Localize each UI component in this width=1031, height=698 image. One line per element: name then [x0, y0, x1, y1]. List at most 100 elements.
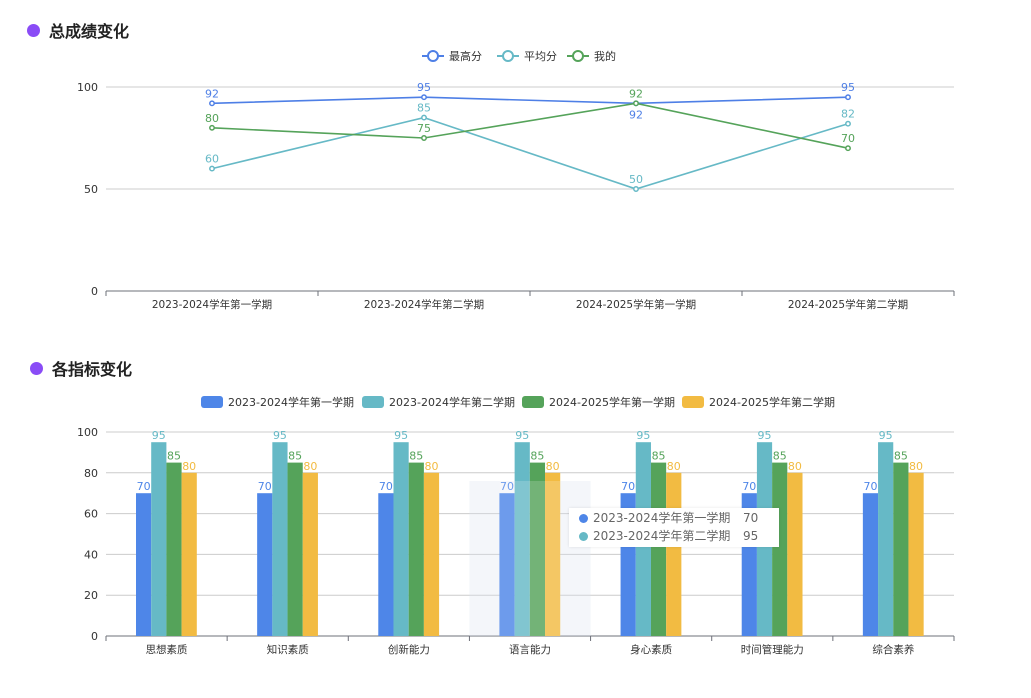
series-dot-icon: [579, 513, 588, 523]
data-label: 70: [742, 480, 756, 493]
data-label: 95: [515, 429, 529, 442]
bar: [908, 472, 924, 636]
legend-label: 我的: [594, 49, 616, 63]
data-label: 85: [652, 450, 666, 463]
data-label: 70: [379, 480, 393, 493]
data-label: 80: [788, 460, 802, 473]
legend-label: 平均分: [524, 50, 557, 63]
data-label: 85: [288, 450, 302, 463]
bar: [650, 462, 667, 636]
y-tick-label: 100: [77, 426, 98, 439]
data-label: 80: [424, 460, 438, 473]
data-label: 80: [303, 460, 317, 473]
data-label: 80: [909, 460, 923, 473]
data-label: 95: [841, 81, 855, 94]
data-label: 95: [879, 429, 893, 442]
series-line-1: [211, 116, 849, 190]
tooltip: 2023-2024学年第一学期 70 2023-2024学年第二学期 95: [569, 508, 779, 547]
data-label: 70: [258, 480, 272, 493]
data-point: [421, 114, 427, 121]
data-label: 85: [530, 450, 544, 463]
data-label: 60: [205, 153, 219, 166]
data-label: 95: [417, 81, 431, 94]
bar: [272, 442, 288, 636]
bullet-icon: [27, 23, 40, 37]
data-label: 85: [773, 450, 787, 463]
data-label: 70: [137, 480, 151, 493]
x-tick-label: 2024-2025学年第一学期: [576, 298, 696, 311]
data-point: [209, 100, 215, 107]
bar: [257, 493, 273, 636]
data-label: 82: [841, 108, 855, 121]
bar: [151, 442, 167, 636]
data-label: 95: [758, 429, 772, 442]
legend-label: 2024-2025学年第二学期: [709, 395, 835, 409]
bar: [514, 442, 530, 636]
data-point: [845, 145, 851, 152]
bar: [499, 493, 515, 636]
data-label: 85: [409, 450, 423, 463]
bar: [287, 462, 303, 636]
legend-swatch-icon: [682, 396, 704, 408]
section-title-total: 总成绩变化: [27, 18, 129, 42]
bar: [878, 442, 894, 636]
bar: [181, 472, 197, 636]
bar: [136, 493, 152, 636]
bar: [529, 462, 546, 636]
series-dot-icon: [579, 531, 588, 541]
tooltip-label: 2023-2024学年第一学期: [593, 511, 731, 525]
x-tick-label: 时间管理能力: [741, 643, 804, 656]
x-tick-label: 知识素质: [267, 643, 309, 656]
bar: [166, 462, 182, 636]
data-label: 95: [273, 429, 287, 442]
legend-marker-icon: [572, 50, 584, 62]
data-label: 50: [629, 173, 643, 186]
series-line-2: [211, 102, 849, 149]
bar: [862, 493, 879, 636]
data-point: [421, 94, 427, 101]
x-tick-label: 2023-2024学年第二学期: [364, 298, 484, 311]
bar: [545, 472, 561, 636]
data-label: 70: [500, 480, 514, 493]
data-point: [633, 186, 639, 192]
legend-label: 最高分: [449, 49, 482, 63]
hover-highlight: [499, 481, 561, 636]
tooltip-value: 70: [743, 511, 759, 525]
data-label: 92: [629, 87, 643, 100]
bullet-icon: [30, 361, 43, 375]
data-label: 92: [629, 108, 643, 121]
y-tick-label: 0: [91, 285, 98, 298]
bar: [893, 462, 909, 636]
series-line-0: [211, 96, 849, 105]
legend-swatch-icon: [362, 396, 384, 408]
bar: [772, 462, 788, 636]
x-tick-label: 思想素质: [146, 643, 188, 656]
bar: [787, 472, 803, 636]
bar: [378, 493, 394, 636]
legend-label: 2024-2025学年第一学期: [549, 395, 675, 409]
bar: [408, 462, 424, 636]
data-point: [845, 94, 851, 101]
legend-marker-icon: [502, 50, 514, 62]
y-tick-label: 20: [84, 589, 98, 602]
x-tick-label: 2023-2024学年第一学期: [152, 298, 272, 311]
x-tick-label: 综合素养: [872, 643, 914, 656]
tooltip-label: 2023-2024学年第二学期: [593, 529, 731, 543]
y-tick-label: 60: [84, 508, 98, 521]
data-point: [209, 124, 215, 131]
y-tick-label: 50: [84, 183, 98, 196]
data-label: 80: [546, 460, 560, 473]
data-point: [633, 100, 639, 107]
tooltip-value: 95: [743, 529, 759, 543]
bar: [302, 472, 318, 636]
x-tick-label: 2024-2025学年第二学期: [788, 298, 908, 311]
bar: [423, 472, 440, 636]
y-tick-label: 40: [84, 548, 98, 561]
y-tick-label: 0: [91, 630, 98, 643]
x-tick-label: 语言能力: [509, 643, 551, 656]
legend-label: 2023-2024学年第二学期: [389, 395, 515, 409]
title-text: 各指标变化: [52, 360, 133, 379]
x-tick-label: 创新能力: [388, 643, 430, 656]
data-label: 80: [205, 112, 219, 125]
